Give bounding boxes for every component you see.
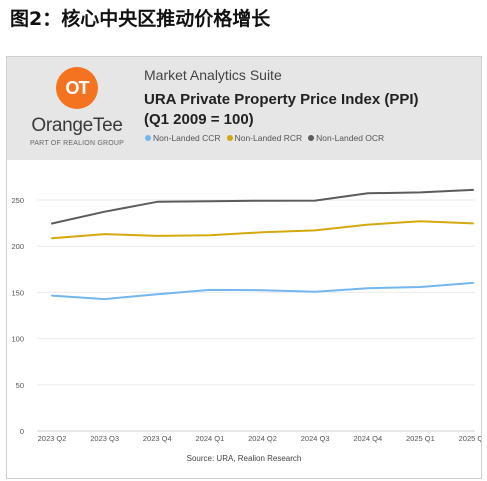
x-tick-label: 2023 Q4 (143, 434, 172, 443)
x-tick-label: 2025 Q1 (406, 434, 435, 443)
legend: Non-Landed CCR Non-Landed RCR Non-Landed… (145, 133, 384, 143)
y-tick-label: 50 (16, 381, 24, 390)
legend-label-rcr: Non-Landed RCR (234, 133, 303, 143)
series-line-ocr (51, 188, 474, 225)
y-tick-label: 0 (20, 427, 24, 436)
y-tick-label: 100 (11, 335, 24, 344)
x-tick-label: 2023 Q2 (38, 434, 67, 443)
y-tick-label: 200 (11, 242, 24, 251)
series-line-rcr (51, 220, 474, 240)
chart-title-line2: (Q1 2009 = 100) (144, 111, 254, 128)
chart-header: OT OrangeTee PART OF REALION GROUP Marke… (7, 57, 481, 160)
orangetee-logo-icon: OT (56, 67, 98, 109)
y-tick-label: 250 (11, 196, 24, 205)
legend-label-ocr: Non-Landed OCR (316, 133, 385, 143)
x-tick-label: 2023 Q3 (90, 434, 119, 443)
x-tick-label: 2024 Q1 (195, 434, 224, 443)
chart-card: OT OrangeTee PART OF REALION GROUP Marke… (6, 56, 482, 479)
chart-title-line1: URA Private Property Price Index (PPI) (144, 91, 419, 108)
x-tick-label: 2024 Q3 (301, 434, 330, 443)
legend-label-ccr: Non-Landed CCR (153, 133, 221, 143)
x-tick-label: 2024 Q4 (353, 434, 382, 443)
logo-wordmark: OrangeTee (31, 115, 123, 136)
legend-dot-ocr (308, 135, 315, 141)
series-line-ccr (51, 281, 474, 301)
legend-item-ccr: Non-Landed CCR (145, 133, 221, 143)
chart-title: URA Private Property Price Index (PPI) (… (144, 90, 464, 130)
legend-dot-rcr (226, 135, 233, 141)
suite-name: Market Analytics Suite (144, 67, 282, 83)
figure-title: 图2：核心中央区推动价格增长 (10, 8, 271, 30)
x-tick-label: 2024 Q2 (248, 434, 277, 443)
legend-item-ocr: Non-Landed OCR (308, 133, 384, 143)
line-chart: 0 50 100 150 200 250 2023 Q2 2023 Q3 2023 Q4 2024… (11, 188, 481, 443)
y-tick-label: 150 (11, 288, 24, 297)
legend-item-rcr: Non-Landed RCR (226, 133, 303, 143)
x-tick-label: 2025 Q2 (459, 434, 481, 443)
logo-subtitle: PART OF REALION GROUP (29, 140, 125, 147)
source-note: Source: URA, Realion Research (186, 454, 302, 463)
legend-dot-ccr (145, 135, 151, 141)
